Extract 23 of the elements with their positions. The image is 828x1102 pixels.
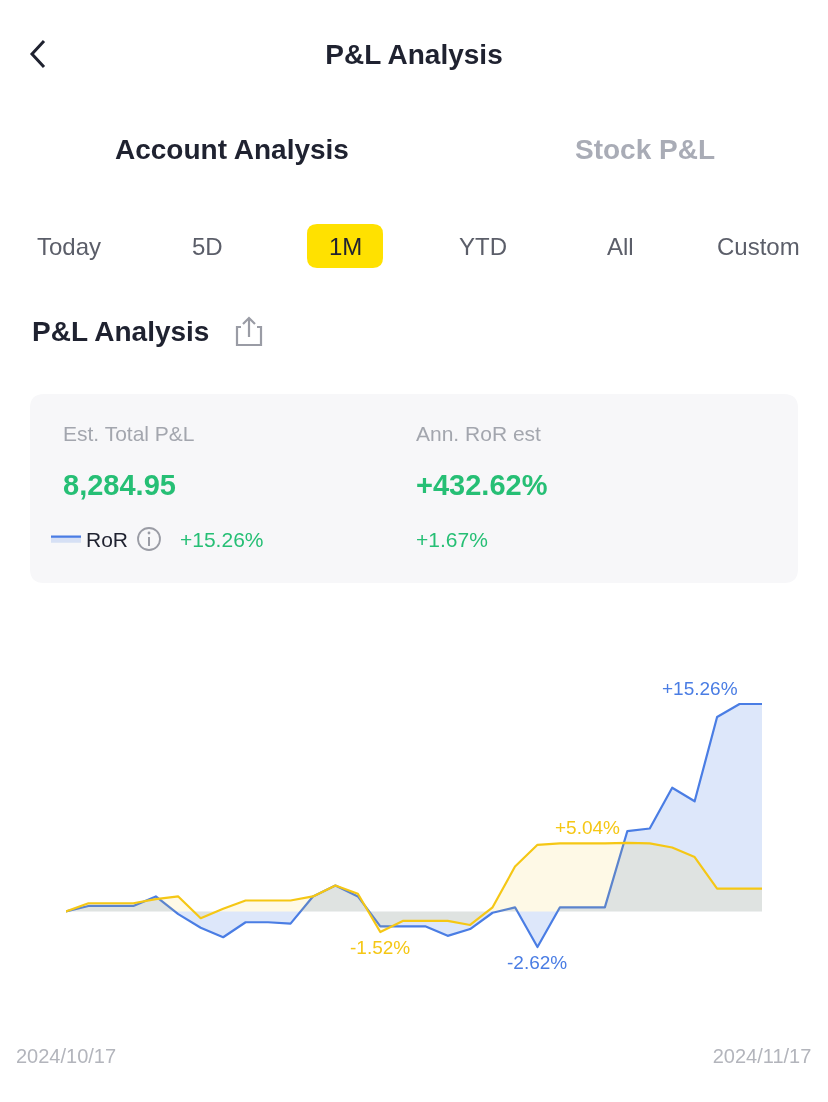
text: +15.26%	[180, 528, 264, 551]
text: Stock P&L	[575, 134, 716, 165]
chart-title: P&L Analysis	[325, 38, 503, 70]
data-label: -2.62%	[507, 952, 568, 973]
text: P&L Analysis	[32, 316, 210, 347]
text: Today	[37, 233, 102, 260]
text: +432.62%	[416, 469, 548, 501]
data-label: +5.04%	[555, 817, 621, 838]
data-label: -1.52%	[350, 937, 411, 958]
text: 5D	[192, 233, 223, 260]
text: +1.67%	[416, 528, 488, 551]
text: 8,284.95	[63, 469, 176, 501]
data-label: +15.26%	[662, 678, 738, 699]
text: YTD	[459, 233, 507, 260]
legend-label: RoR	[86, 527, 129, 551]
text: Ann. RoR est	[416, 422, 542, 445]
x-tick-label: 2024/11/17	[712, 1045, 812, 1067]
text: Account Analysis	[115, 134, 349, 165]
text: All	[607, 233, 634, 260]
text: Est. Total P&L	[63, 422, 195, 445]
text: 1M	[329, 233, 363, 260]
x-tick-label: 2024/10/17	[15, 1045, 117, 1067]
text: Custom	[717, 233, 800, 260]
